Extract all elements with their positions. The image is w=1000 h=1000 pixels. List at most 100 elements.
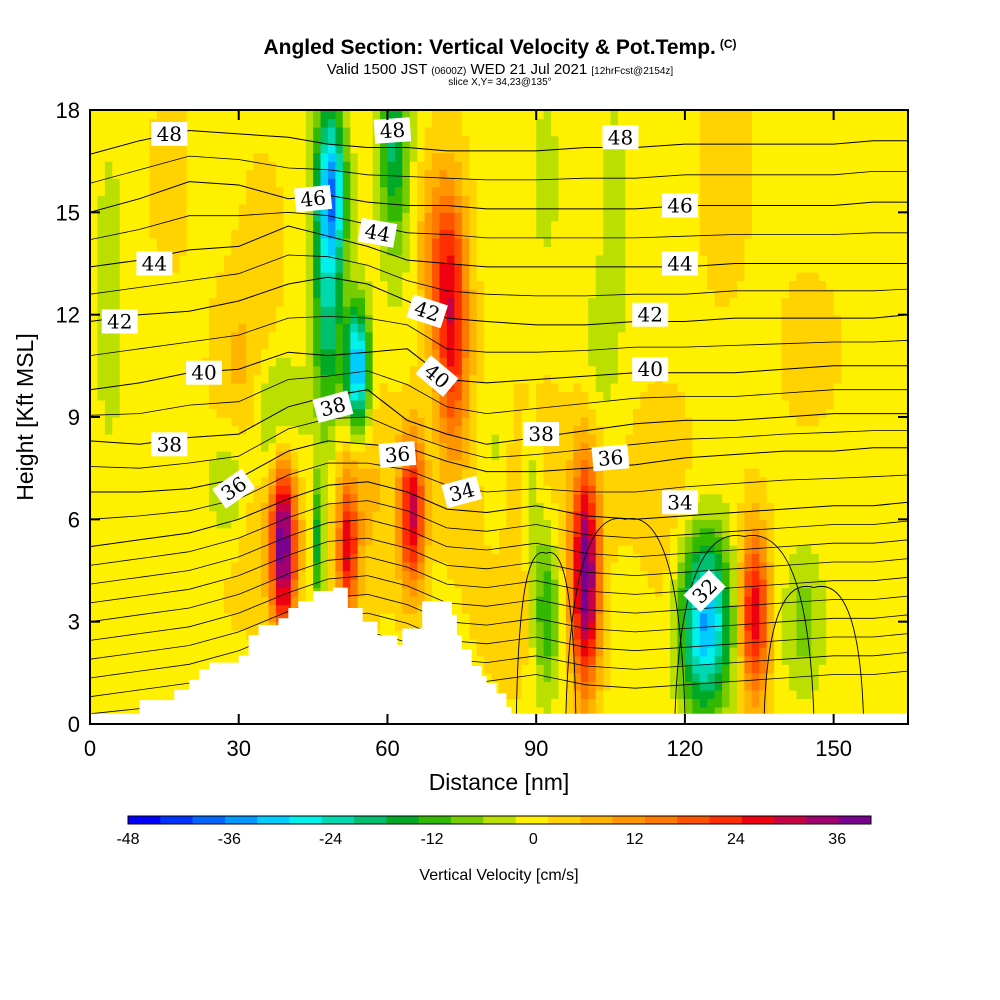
velocity-cell [565,340,574,350]
velocity-cell [164,212,173,222]
velocity-cell [417,382,426,392]
velocity-cell [357,255,366,265]
velocity-cell [283,357,292,367]
velocity-cell [223,391,232,401]
velocity-cell [394,365,403,375]
velocity-cell [275,536,284,546]
velocity-cell [171,289,180,299]
velocity-cell [380,144,388,154]
velocity-cell [521,263,530,273]
velocity-cell [164,510,173,520]
velocity-cell [209,195,217,205]
velocity-cell [335,417,344,427]
velocity-cell [409,510,418,520]
velocity-cell [179,331,188,341]
velocity-cell [365,493,374,503]
velocity-cell [521,408,530,418]
velocity-cell [350,135,359,145]
velocity-cell [313,348,322,358]
velocity-cell [551,374,560,384]
velocity-cell [186,434,195,444]
velocity-cell [565,417,574,427]
velocity-cell [238,553,247,563]
velocity-cell [588,374,597,384]
velocity-cell [513,399,522,409]
velocity-cell [127,672,136,682]
velocity-cell [365,255,374,265]
velocity-cell [342,169,351,179]
velocity-cell [201,434,210,444]
velocity-cell [536,340,545,350]
velocity-cell [305,127,314,137]
velocity-cell [394,399,403,409]
velocity-cell [275,212,284,222]
velocity-cell [350,442,359,452]
velocity-cell [506,570,515,580]
velocity-cell [365,459,374,469]
velocity-cell [394,391,403,401]
velocity-cell [469,306,478,316]
velocity-cell [268,306,277,316]
velocity-cell [506,664,515,674]
velocity-cell [127,297,136,307]
velocity-cell [588,681,597,691]
velocity-cell [394,186,403,196]
velocity-cell [186,144,195,154]
velocity-cell [305,425,314,435]
velocity-cell [290,544,299,554]
velocity-cell [186,510,195,520]
velocity-cell [112,579,121,589]
velocity-cell [171,161,180,171]
velocity-cell [223,212,232,222]
velocity-cell [603,544,612,554]
velocity-cell [313,536,322,546]
velocity-cell [320,579,329,589]
velocity-cell [261,425,269,435]
velocity-cell [179,664,188,674]
velocity-cell [328,186,336,196]
velocity-cell [372,340,381,350]
vertical-velocity-field [90,110,908,724]
velocity-cell [127,493,136,503]
velocity-cell [461,161,470,171]
velocity-cell [484,255,493,265]
velocity-cell [409,340,418,350]
velocity-cell [209,408,217,418]
velocity-cell [134,510,143,520]
velocity-cell [186,630,195,640]
velocity-cell [90,220,98,230]
velocity-cell [186,229,195,239]
velocity-cell [432,485,441,495]
velocity-cell [580,681,589,691]
velocity-cell [565,212,574,222]
velocity-cell [223,459,232,469]
velocity-cell [275,152,284,162]
velocity-cell [506,630,515,640]
velocity-cell [104,434,113,444]
velocity-cell [417,604,426,614]
velocity-cell [119,698,128,708]
velocity-cell [313,493,322,503]
velocity-cell [595,493,604,503]
velocity-cell [253,331,262,341]
velocity-cell [201,425,210,435]
velocity-cell [484,263,493,273]
velocity-cell [461,178,470,188]
velocity-cell [127,638,136,648]
velocity-cell [328,144,336,154]
velocity-cell [119,280,128,290]
velocity-cell [246,169,255,179]
velocity-cell [536,357,545,367]
velocity-cell [484,144,493,154]
velocity-cell [506,468,515,478]
velocity-cell [216,382,225,392]
velocity-cell [186,672,195,682]
velocity-cell [134,348,143,358]
velocity-cell [350,237,359,247]
velocity-cell [595,118,604,128]
velocity-cell [365,297,374,307]
velocity-cell [231,510,240,520]
velocity-cell [238,127,247,137]
velocity-cell [97,417,106,427]
velocity-cell [342,144,351,154]
